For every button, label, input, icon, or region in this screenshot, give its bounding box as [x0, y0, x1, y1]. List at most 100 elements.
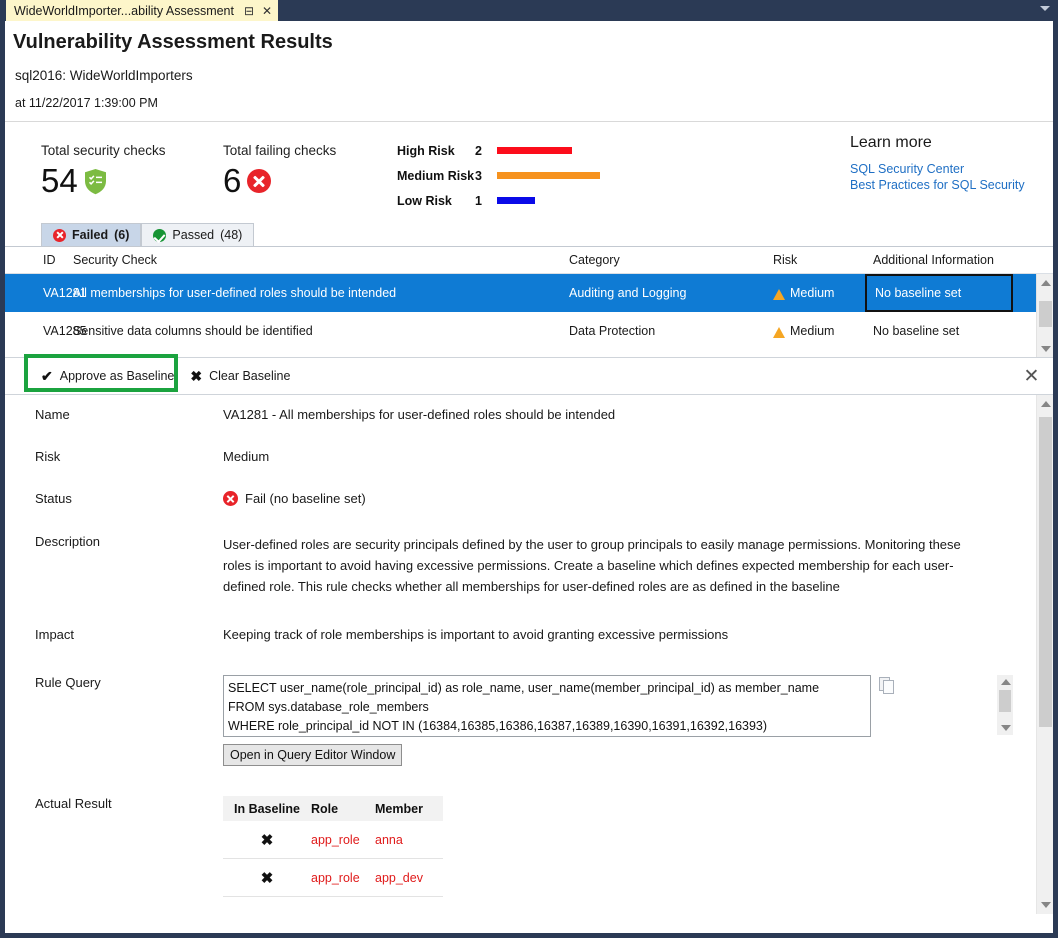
- risk-row: Medium Risk 3: [397, 163, 600, 188]
- results-tabs: Failed (6) Passed (48): [41, 223, 1053, 246]
- scroll-down-icon[interactable]: [1001, 725, 1011, 731]
- risk-name: Low Risk: [397, 193, 452, 208]
- cell-member: app_dev: [375, 870, 423, 885]
- pin-icon[interactable]: ⊟: [243, 3, 255, 18]
- column-header-additional-information[interactable]: Additional Information: [873, 253, 994, 267]
- risk-row: High Risk 2: [397, 138, 600, 163]
- tab-failed[interactable]: Failed (6): [41, 223, 142, 246]
- risk-bar: [497, 197, 535, 204]
- grid-scrollbar[interactable]: [1036, 274, 1053, 358]
- cell-in-baseline: ✖: [260, 831, 274, 849]
- cell-category: Auditing and Logging: [569, 286, 687, 300]
- scan-timestamp: at 11/22/2017 1:39:00 PM: [15, 96, 158, 110]
- warning-triangle-icon: [773, 326, 785, 338]
- cell-category: Data Protection: [569, 324, 656, 338]
- table-row[interactable]: VA1281 All memberships for user-defined r…: [5, 274, 1053, 312]
- risk-count: 2: [475, 143, 482, 158]
- check-circle-icon: [153, 228, 167, 242]
- detail-row-description: Description User-defined roles are secur…: [5, 534, 1053, 597]
- column-header-category[interactable]: Category: [569, 253, 620, 267]
- risk-name: High Risk: [397, 143, 455, 158]
- close-icon[interactable]: ✕: [262, 3, 273, 18]
- detail-row-status: Status Fail (no baseline set): [5, 491, 1053, 506]
- cell-security-check: Sensitive data columns should be identif…: [73, 324, 313, 338]
- detail-row-rule-query: Rule Query SELECT user_name(role_princip…: [5, 675, 1053, 766]
- column-header-risk[interactable]: Risk: [773, 253, 798, 267]
- actual-result-header-row: In Baseline Role Member: [223, 796, 443, 821]
- header-divider: [5, 121, 1053, 122]
- detail-label-status: Status: [35, 491, 72, 506]
- clear-baseline-button[interactable]: ✖ Clear Baseline: [182, 364, 298, 389]
- approve-as-baseline-label: Approve as Baseline: [59, 369, 175, 383]
- server-database-line: sql2016: WideWorldImporters: [15, 68, 193, 83]
- scrollbar-thumb[interactable]: [1039, 301, 1052, 327]
- copy-icon[interactable]: [879, 677, 894, 695]
- detail-row-impact: Impact Keeping track of role memberships…: [5, 627, 1053, 642]
- detail-value-name: VA1281 - All memberships for user-define…: [223, 407, 616, 422]
- rule-details-pane: Name VA1281 - All memberships for user-d…: [5, 395, 1053, 914]
- approve-as-baseline-button[interactable]: ✔ Approve as Baseline: [33, 364, 182, 389]
- scroll-up-icon[interactable]: [1001, 679, 1011, 685]
- risk-count: 1: [475, 193, 482, 208]
- link-sql-security-center[interactable]: SQL Security Center: [850, 162, 965, 176]
- shield-icon: [84, 167, 107, 195]
- error-circle-icon: [53, 228, 66, 242]
- chevron-down-icon[interactable]: [1040, 6, 1050, 11]
- cell-additional-information[interactable]: No baseline set: [873, 324, 960, 338]
- clear-baseline-label: Clear Baseline: [209, 369, 291, 383]
- table-row[interactable]: VA1285 Sensitive data columns should be i…: [5, 312, 1053, 350]
- learn-more-section: Learn more SQL Security Center Best Prac…: [850, 134, 1025, 193]
- open-in-query-editor-button[interactable]: Open in Query Editor Window: [223, 744, 403, 766]
- total-failing-checks-metric: Total failing checks 6: [223, 143, 336, 197]
- rule-query-scrollbar[interactable]: [997, 675, 1013, 735]
- rule-query-textarea[interactable]: SELECT user_name(role_principal_id) as r…: [223, 675, 871, 737]
- cell-role: app_role: [311, 832, 360, 847]
- scroll-down-icon[interactable]: [1041, 902, 1051, 908]
- risk-bar: [497, 172, 600, 179]
- scrollbar-thumb[interactable]: [1039, 417, 1052, 727]
- document-tab[interactable]: WideWorldImporter...ability Assessment ⊟…: [6, 0, 279, 21]
- details-scrollbar[interactable]: [1036, 395, 1053, 914]
- risk-name: Medium Risk: [397, 168, 475, 183]
- status-badge: Fail (no baseline set): [245, 491, 366, 506]
- summary-strip: Total security checks 54 T: [5, 122, 1053, 223]
- cell-id: VA1281: [43, 286, 87, 300]
- cell-security-check: All memberships for user-defined roles s…: [73, 286, 397, 300]
- tab-passed-label: Passed: [172, 228, 215, 242]
- page-title: Vulnerability Assessment Results: [13, 31, 333, 53]
- cell-member: anna: [375, 832, 403, 847]
- cell-risk-label: Medium: [790, 324, 835, 338]
- error-circle-icon: [223, 491, 238, 506]
- cell-in-baseline: ✖: [260, 869, 274, 887]
- detail-value-rule-query-wrap: SELECT user_name(role_principal_id) as r…: [223, 675, 1053, 766]
- tab-failed-label: Failed: [72, 228, 109, 242]
- column-header-id[interactable]: ID: [43, 253, 56, 267]
- column-header-role: Role: [311, 801, 339, 816]
- detail-label-risk: Risk: [35, 449, 61, 464]
- warning-triangle-icon: [773, 288, 785, 300]
- total-failing-checks-label: Total failing checks: [223, 143, 337, 158]
- tab-passed[interactable]: Passed (48): [141, 223, 255, 246]
- link-best-practices-sql-security[interactable]: Best Practices for SQL Security: [850, 178, 1025, 192]
- detail-label-description: Description: [35, 534, 101, 549]
- check-icon: ✔: [41, 367, 53, 384]
- scroll-up-icon[interactable]: [1041, 280, 1051, 286]
- risk-bar: [497, 147, 572, 154]
- cell-additional-information[interactable]: No baseline set: [865, 274, 1013, 312]
- scroll-down-icon[interactable]: [1041, 346, 1051, 352]
- detail-value-impact: Keeping track of role memberships is imp…: [223, 627, 729, 642]
- scroll-up-icon[interactable]: [1041, 401, 1051, 407]
- detail-value-description: User-defined roles are security principa…: [223, 537, 961, 594]
- column-header-security-check[interactable]: Security Check: [73, 253, 158, 267]
- close-details-pane-icon[interactable]: ✕: [1023, 366, 1040, 387]
- grid-header-row: ID Security Check Category Risk Addition…: [5, 247, 1053, 274]
- risk-count: 3: [475, 168, 482, 183]
- scrollbar-thumb[interactable]: [999, 690, 1011, 712]
- cell-risk-label: Medium: [790, 286, 835, 300]
- actual-result-table: In Baseline Role Member ✖ app_role anna ✖ ap…: [223, 796, 1013, 897]
- actual-result-body: ✖ app_role anna ✖ app_role app_dev: [223, 821, 1013, 897]
- total-security-checks-label: Total security checks: [41, 143, 166, 158]
- detail-row-risk: Risk Medium: [5, 449, 1053, 464]
- detail-row-name: Name VA1281 - All memberships for user-d…: [5, 407, 1053, 422]
